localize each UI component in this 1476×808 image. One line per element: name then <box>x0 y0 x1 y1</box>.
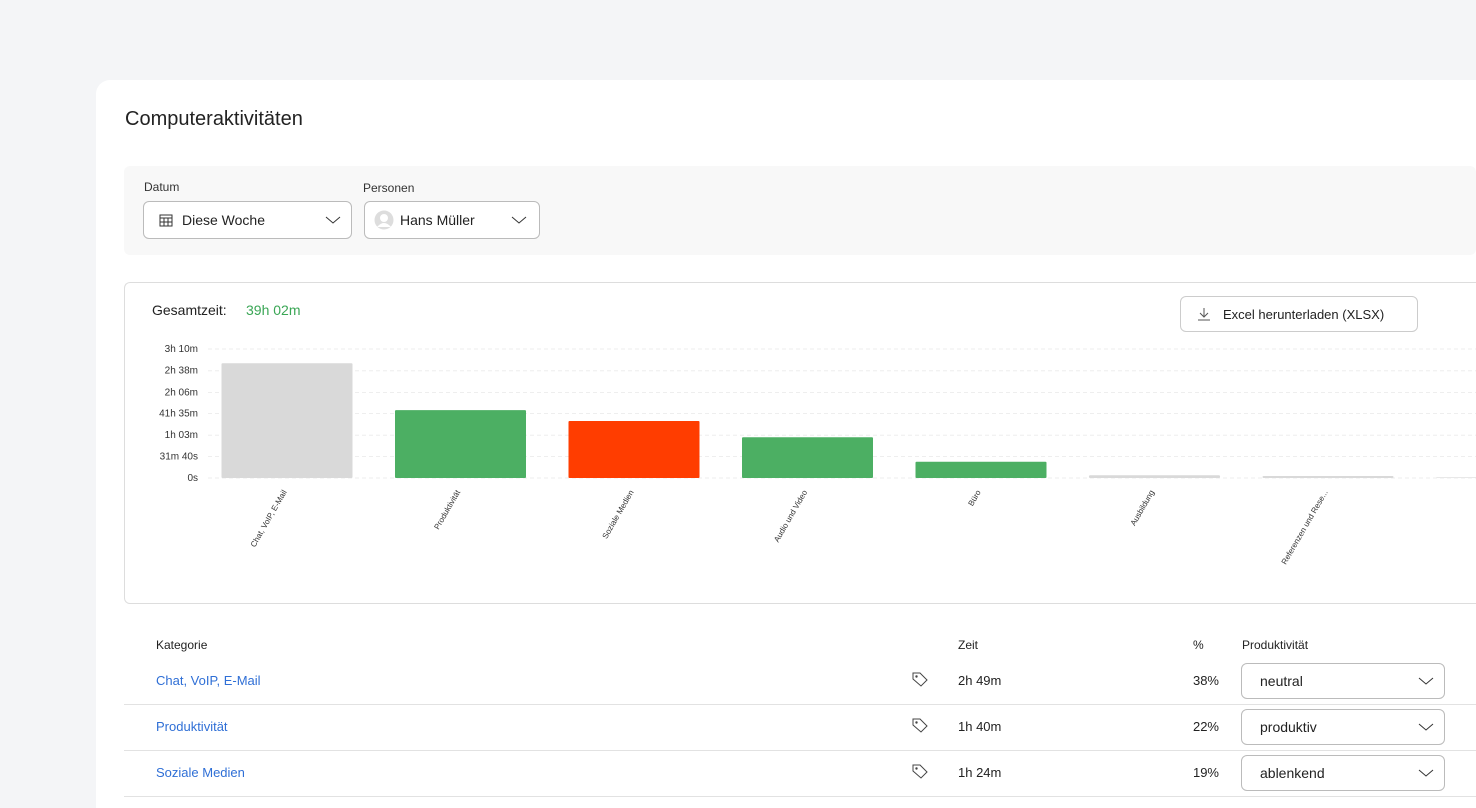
button-label: Excel herunterladen (XLSX) <box>1223 306 1385 322</box>
tag-icon <box>911 717 929 733</box>
tag <box>912 672 928 687</box>
tag-icon <box>911 763 929 779</box>
column-header: Zeit <box>958 638 979 652</box>
download-button[interactable]: Excel herunterladen (XLSX) <box>1180 296 1418 332</box>
bar-chart: 0s 31m 40s 1h 03m 41h 35m 2h 06m 2h 38m 3h 10m… <box>159 344 1476 566</box>
download-icon <box>1198 308 1210 321</box>
bar <box>1436 477 1476 478</box>
bar <box>395 410 526 478</box>
filter-label: Datum <box>144 180 180 194</box>
tag-icon <box>911 671 929 687</box>
select-value: ablenkend <box>1260 765 1325 781</box>
y-tick-label: 3h 10m <box>165 344 198 355</box>
bar <box>742 437 873 478</box>
row-separator <box>124 750 1476 751</box>
chevron <box>1418 723 1434 731</box>
time-cell: 1h 40m <box>958 719 1002 734</box>
page-title: Computeraktivitäten <box>125 108 303 130</box>
row-separator <box>124 704 1476 705</box>
percent-cell: 22% <box>1192 719 1219 734</box>
y-tick-label: 31m 40s <box>160 451 198 462</box>
category-link[interactable]: Chat, VoIP, E-Mail <box>156 673 261 688</box>
tag <box>912 764 928 779</box>
chevron <box>1418 677 1434 685</box>
category-link[interactable]: Soziale Medien <box>156 765 245 780</box>
column-header: % <box>1193 638 1204 652</box>
category-link[interactable]: Produktivität <box>156 719 228 734</box>
row-separator <box>124 796 1476 797</box>
y-tick-label: 2h 38m <box>165 366 198 377</box>
productivity-select[interactable]: produktiv <box>1241 709 1445 745</box>
y-tick-label: 2h 06m <box>165 387 198 398</box>
bar <box>568 420 700 478</box>
chevron <box>511 216 527 224</box>
select-value: Hans Müller <box>400 212 475 228</box>
percent-cell: 19% <box>1192 765 1219 780</box>
bar <box>1262 475 1394 478</box>
column-header: Kategorie <box>156 638 208 652</box>
y-tick-label: 0s <box>187 473 198 484</box>
filter-label: Personen <box>363 181 415 195</box>
productivity-select[interactable]: ablenkend <box>1241 755 1445 791</box>
tag <box>912 718 928 733</box>
select-value: Diese Woche <box>182 212 266 228</box>
bar <box>221 363 353 478</box>
y-tick-label: 41h 35m <box>159 409 198 420</box>
avatar-icon <box>374 210 394 230</box>
date-select[interactable]: Diese Woche <box>143 201 352 239</box>
percent-cell: 38% <box>1192 673 1219 688</box>
select-value: neutral <box>1260 673 1303 689</box>
person-select[interactable]: Hans Müller <box>364 201 540 239</box>
chevron <box>325 216 341 224</box>
y-tick-label: 1h 03m <box>165 430 198 441</box>
productivity-select[interactable]: neutral <box>1241 663 1445 699</box>
chevron <box>1418 769 1434 777</box>
bar <box>915 461 1047 478</box>
summary-label: Gesamtzeit: <box>152 302 227 318</box>
column-header: Produktivität <box>1242 638 1309 652</box>
time-cell: 2h 49m <box>958 673 1002 688</box>
bar <box>1089 475 1220 478</box>
select-value: produktiv <box>1260 719 1317 735</box>
calendar-icon <box>159 214 173 227</box>
summary-value: 39h 02m <box>246 302 301 318</box>
time-cell: 1h 24m <box>958 765 1002 780</box>
